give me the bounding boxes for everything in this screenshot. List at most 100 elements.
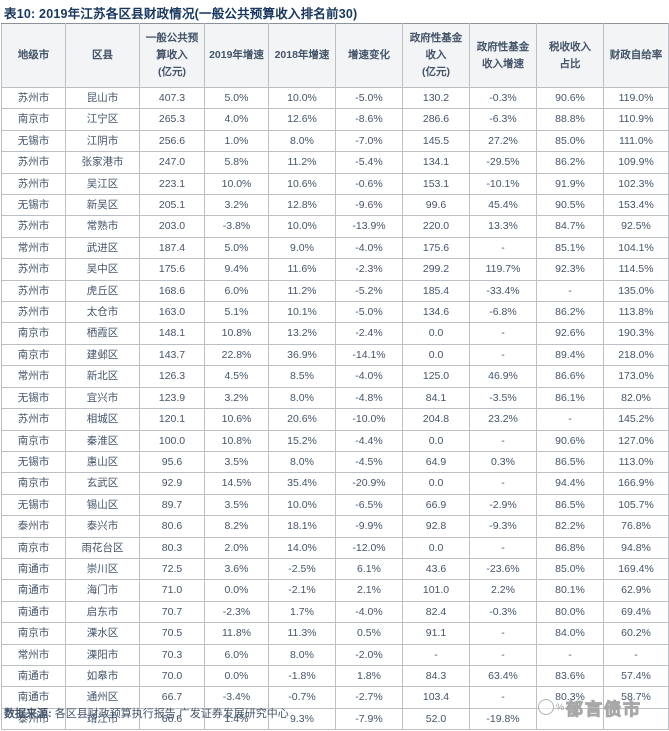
- table-cell: 92.6%: [536, 322, 604, 345]
- table-row: 苏州市 吴中区 175.6 9.4% 11.6% -2.3% 299.2 119.7% 92.3…: [1, 258, 669, 281]
- table-cell: 11.2%: [268, 279, 336, 303]
- table-cell: 148.1: [139, 322, 205, 345]
- table-cell: -2.5%: [268, 557, 336, 581]
- table-cell: 85.0%: [536, 129, 604, 153]
- table-cell: 新吴区: [65, 194, 140, 217]
- table-cell: 23.2%: [469, 408, 537, 431]
- data-source-text: 各区县财政预算执行报告,广发证券发展研究中心: [54, 708, 289, 720]
- table-cell: -3.5%: [469, 386, 537, 410]
- table-cell: 123.9: [139, 386, 205, 410]
- table-cell: 9.4%: [204, 258, 269, 281]
- table-cell: 8.2%: [204, 515, 269, 538]
- table-cell: 69.4%: [603, 600, 669, 624]
- table-cell: 102.3%: [603, 172, 669, 196]
- table-cell: 86.5%: [536, 493, 604, 517]
- table-header: 地级市 区县 一般公共预 算收入 (亿元) 2019年增速 2018年增速 增速变化 政府性…: [1, 23, 669, 88]
- table-cell: -5.0%: [335, 86, 403, 110]
- table-cell: 南京市: [1, 343, 66, 367]
- table-cell: 6.0%: [204, 643, 269, 666]
- data-source-label: 数据来源:: [4, 708, 52, 720]
- table-cell: -1.8%: [268, 664, 336, 688]
- table-cell: 86.8%: [536, 536, 604, 559]
- table-cell: 常州市: [1, 365, 66, 388]
- table-cell: 常州市: [1, 643, 66, 666]
- table-cell: 35.4%: [268, 472, 336, 495]
- table-cell: 1.8%: [335, 664, 403, 688]
- table-cell: -12.0%: [335, 536, 403, 559]
- table-cell: -2.9%: [469, 493, 537, 517]
- table-cell: 91.1: [402, 622, 470, 645]
- table-cell: 175.6: [139, 258, 205, 281]
- table-cell: 104.1%: [603, 236, 669, 260]
- table-row: 常州市 武进区 187.4 5.0% 9.0% -4.0% 175.6-85.1% 104.1…: [1, 236, 669, 260]
- table-cell: 0.0: [402, 536, 470, 559]
- table-cell: 145.5: [402, 129, 470, 153]
- table-cell: -29.5%: [469, 151, 537, 174]
- table-cell: 9.3%: [268, 707, 336, 731]
- table-cell: 64.9: [402, 450, 470, 474]
- table-cell: 9.0%: [268, 236, 336, 260]
- table-cell: 13.2%: [268, 322, 336, 345]
- table-cell: -19.8%: [469, 707, 537, 731]
- table-row: 苏州市 昆山市 407.3 5.0% 10.0% -5.0% 130.2 -0.3% 90.6%…: [1, 86, 669, 110]
- table-cell: 0.0: [402, 429, 470, 452]
- table-cell: 14.0%: [268, 536, 336, 559]
- table-cell: -2.7%: [335, 686, 403, 709]
- table-cell: 南京市: [1, 622, 66, 645]
- table-cell: 8.0%: [268, 129, 336, 153]
- table-cell: 南通市: [1, 686, 66, 709]
- column-header: 地级市: [1, 23, 66, 88]
- table-cell: 85.0%: [536, 557, 604, 581]
- table-cell: 5.0%: [204, 86, 269, 110]
- table-cell: 105.7%: [603, 493, 669, 517]
- table-cell: 85.1%: [536, 236, 604, 260]
- table-cell: 113.8%: [603, 301, 669, 324]
- table-cell: 125.0: [402, 365, 470, 388]
- table-cell: 120.1: [139, 408, 205, 431]
- table-cell: 111.0%: [603, 129, 669, 153]
- table-cell: 173.0%: [603, 365, 669, 388]
- table-row: 苏州市 相城区 120.1 10.6% 20.6% -10.0% 204.8 23.2% -14…: [1, 408, 669, 431]
- table-cell: 无锡市: [1, 450, 66, 474]
- table-cell: -7.0%: [335, 129, 403, 153]
- column-header: 政府性基金 收入增速: [469, 23, 537, 88]
- table-cell: -4.0%: [335, 600, 403, 624]
- table-cell: -2.3%: [335, 258, 403, 281]
- table-row: 南通市 崇川区 72.5 3.6% -2.5% 6.1% 43.6 -23.6% 85.0% 16…: [1, 557, 669, 581]
- table-cell: 3.5%: [204, 450, 269, 474]
- table-cell: -14.1%: [335, 343, 403, 367]
- table-cell: 10.8%: [204, 322, 269, 345]
- table-cell: -0.6%: [335, 172, 403, 196]
- table-cell: -20.9%: [335, 472, 403, 495]
- table-cell: 223.1: [139, 172, 205, 196]
- table-cell: -4.8%: [335, 386, 403, 410]
- table-cell: 86.1%: [536, 386, 604, 410]
- table-cell: 62.9%: [603, 579, 669, 602]
- table-cell: -3.4%: [204, 686, 269, 709]
- table-row: 无锡市 新吴区 205.1 3.2% 12.8% -9.6% 99.6 45.4% 90.5% 1…: [1, 194, 669, 217]
- table-cell: 6.1%: [335, 557, 403, 581]
- table-cell: 10.0%: [268, 86, 336, 110]
- table-cell: 45.4%: [469, 194, 537, 217]
- table-cell: 205.1: [139, 194, 205, 217]
- table-cell: 153.1: [402, 172, 470, 196]
- table-cell: 溧水区: [65, 622, 140, 645]
- table-cell: 启东市: [65, 600, 140, 624]
- table-cell: 11.6%: [268, 258, 336, 281]
- table-cell: 113.0%: [603, 450, 669, 474]
- table-cell: 407.3: [139, 86, 205, 110]
- table-cell: 166.9%: [603, 472, 669, 495]
- table-cell: -10.0%: [335, 408, 403, 431]
- table-cell: 94.4%: [536, 472, 604, 495]
- table-title: 表10: 2019年江苏各区县财政情况(一般公共预算收入排名前30): [4, 7, 358, 21]
- table-cell: 苏州市: [1, 86, 66, 110]
- table-row: 苏州市 太仓市 163.0 5.1% 10.1% -5.0% 134.6 -6.8% 86.2%…: [1, 301, 669, 324]
- header-row: 地级市 区县 一般公共预 算收入 (亿元) 2019年增速 2018年增速 增速变化 政府性…: [1, 23, 669, 88]
- table-cell: 1.7%: [268, 600, 336, 624]
- table-cell: 4.5%: [204, 365, 269, 388]
- table-cell: 5.8%: [204, 151, 269, 174]
- table-cell: -33.4%: [469, 279, 537, 303]
- table-cell: 宜兴市: [65, 386, 140, 410]
- table-cell: 3.2%: [204, 386, 269, 410]
- table-cell: 247.0: [139, 151, 205, 174]
